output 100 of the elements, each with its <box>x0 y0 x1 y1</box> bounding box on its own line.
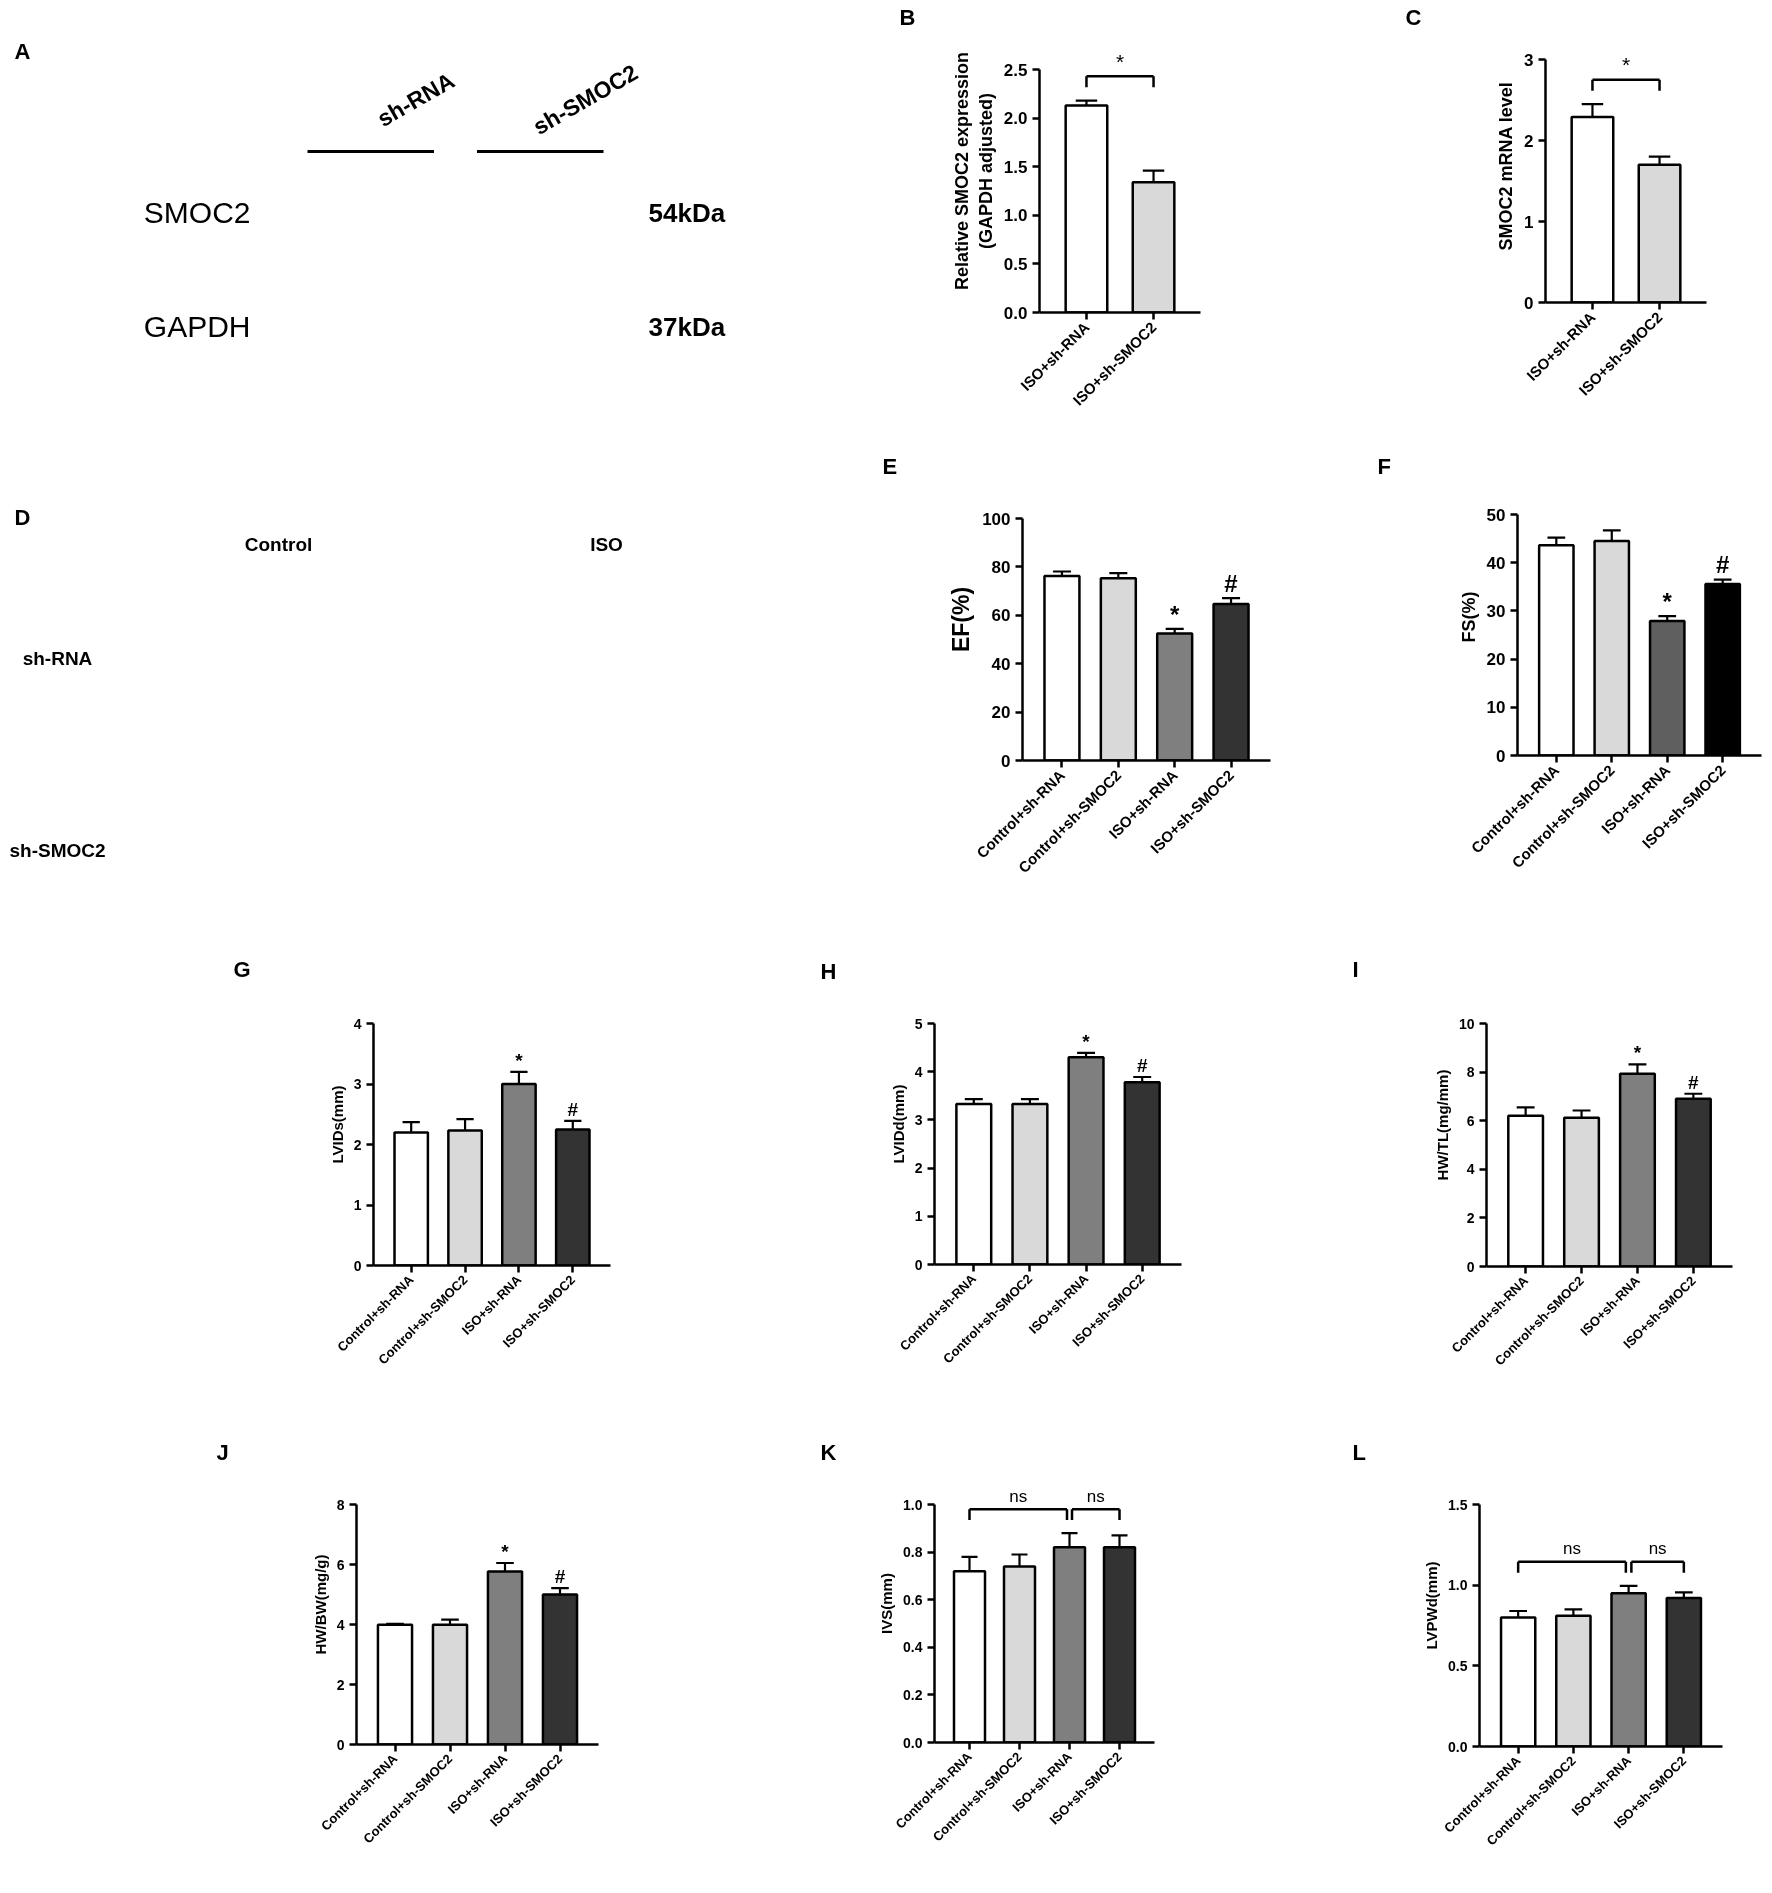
category-label: sh-RNA <box>22 648 93 669</box>
y-tick-label: 0.0 <box>1003 303 1028 323</box>
y-tick-label: 3 <box>1524 50 1534 70</box>
y-tick-label: 0.6 <box>903 1591 923 1608</box>
category-label: 37kDa <box>648 311 726 342</box>
category-label: ISO <box>590 534 623 555</box>
y-tick-label: 0 <box>1524 293 1534 313</box>
annotation: * <box>1633 1042 1642 1064</box>
y-tick-label: 0 <box>336 1736 345 1753</box>
y-tick-label: 2 <box>914 1160 923 1177</box>
y-tick-label: 1 <box>914 1208 923 1225</box>
y-tick-label: 1.0 <box>1003 206 1028 226</box>
y-tick-label: 2.0 <box>1003 109 1028 129</box>
annotation: # <box>1136 1054 1148 1076</box>
annotation: # <box>1688 1071 1700 1093</box>
y-tick-label: 30 <box>1486 601 1506 621</box>
y-tick-label: 3 <box>353 1076 362 1092</box>
y-tick-label: 4 <box>914 1063 923 1080</box>
chart-title: F <box>1377 453 1391 479</box>
y-tick-label: 100 <box>982 509 1011 529</box>
y-tick-label: 4 <box>1466 1161 1475 1178</box>
y-tick-label: 0 <box>1001 751 1011 771</box>
y-tick-label: 0.0 <box>903 1734 923 1751</box>
y-tick-label: 2 <box>1466 1209 1475 1226</box>
y-tick-label: 0.2 <box>903 1686 923 1703</box>
y-tick-label: 6 <box>1466 1112 1475 1129</box>
text: A <box>14 39 31 64</box>
y-tick-label: 5 <box>914 1015 923 1032</box>
category-label: SMOC2 <box>143 196 251 229</box>
y-tick-label: 60 <box>991 606 1011 626</box>
category-label: sh-SMOC2 <box>9 840 106 861</box>
y-tick-label: 0 <box>1466 1258 1475 1275</box>
y-tick-label: 1.0 <box>1448 1577 1468 1594</box>
y-tick-label: 0.8 <box>903 1544 923 1561</box>
y-tick-label: 6 <box>336 1556 345 1573</box>
y-axis-title: LVIDs(mm) <box>328 1085 346 1164</box>
chart-title: G <box>233 956 251 982</box>
annotation: * <box>501 1540 510 1562</box>
y-axis-title: HW/BW(mg/g) <box>311 1554 329 1655</box>
annotation: * <box>1082 1030 1091 1052</box>
annotation: * <box>1115 49 1125 73</box>
annotation: * <box>515 1049 524 1071</box>
y-tick-label: 2 <box>1524 131 1534 151</box>
annotation: * <box>1662 588 1673 615</box>
y-tick-label: 8 <box>336 1496 345 1513</box>
y-tick-label: 4 <box>353 1015 362 1032</box>
y-tick-label: 0 <box>353 1257 362 1274</box>
y-tick-label: 1.0 <box>903 1496 923 1513</box>
y-tick-label: 0.5 <box>1448 1657 1468 1674</box>
y-tick-label: 2.5 <box>1003 60 1028 80</box>
category-label: 54kDa <box>648 197 726 228</box>
y-tick-label: 50 <box>1486 505 1506 525</box>
y-tick-label: 40 <box>991 654 1011 674</box>
y-tick-label: 8 <box>1466 1064 1475 1081</box>
annotation: # <box>1716 551 1730 579</box>
chart-title: J <box>216 1439 229 1465</box>
y-tick-label: 20 <box>1486 650 1506 670</box>
y-tick-label: 2 <box>353 1136 362 1153</box>
y-tick-label: 3 <box>914 1111 923 1128</box>
annotation: # <box>567 1098 579 1120</box>
y-tick-label: 1.5 <box>1448 1496 1468 1513</box>
y-tick-label: 2 <box>336 1676 345 1693</box>
chart-title: B <box>899 4 916 30</box>
annotation: * <box>1170 600 1181 628</box>
chart-title: E <box>882 453 898 479</box>
chart-title: I <box>1352 957 1359 982</box>
text: D <box>14 505 31 530</box>
y-tick-label: 1.5 <box>1003 157 1028 177</box>
chart-title: L <box>1352 1439 1366 1465</box>
y-tick-label: 20 <box>991 703 1011 723</box>
chart-title: C <box>1405 4 1422 30</box>
annotation: ns <box>1009 1486 1028 1506</box>
y-tick-label: 40 <box>1486 553 1506 573</box>
y-axis-title: SMOC2 mRNA level <box>1496 82 1517 251</box>
chart-title: H <box>820 958 837 984</box>
y-tick-label: 80 <box>991 557 1011 577</box>
y-tick-label: 1 <box>353 1197 362 1213</box>
annotation: ns <box>1648 1539 1667 1559</box>
y-axis-title: FS(%) <box>1458 591 1479 643</box>
y-axis-title: Relative SMOC2 expression (GAPDH adjusted) <box>951 51 996 291</box>
y-tick-label: 0.4 <box>903 1639 923 1656</box>
y-tick-label: 4 <box>336 1616 345 1633</box>
category-label: Control <box>244 534 313 555</box>
y-tick-label: 0.5 <box>1003 254 1028 274</box>
y-tick-label: 10 <box>1486 698 1506 718</box>
annotation: # <box>1224 569 1238 597</box>
annotation: ns <box>1563 1539 1581 1559</box>
y-axis-title: HW/TL(mg/mm) <box>1433 1069 1451 1181</box>
annotation: # <box>554 1566 566 1587</box>
chart-title: K <box>820 1439 837 1465</box>
annotation: * <box>1621 53 1631 77</box>
annotation: ns <box>1086 1486 1105 1506</box>
y-tick-label: 1 <box>1524 212 1534 232</box>
y-axis-title: EF(%) <box>948 586 975 653</box>
y-tick-label: 10 <box>1458 1015 1475 1032</box>
y-axis-title: LVPWd(mm) <box>1423 1561 1441 1650</box>
y-axis-title: IVS(mm) <box>878 1573 896 1634</box>
y-tick-label: 0 <box>1496 746 1506 766</box>
category-label: GAPDH <box>143 310 251 343</box>
y-tick-label: 0 <box>914 1256 923 1273</box>
